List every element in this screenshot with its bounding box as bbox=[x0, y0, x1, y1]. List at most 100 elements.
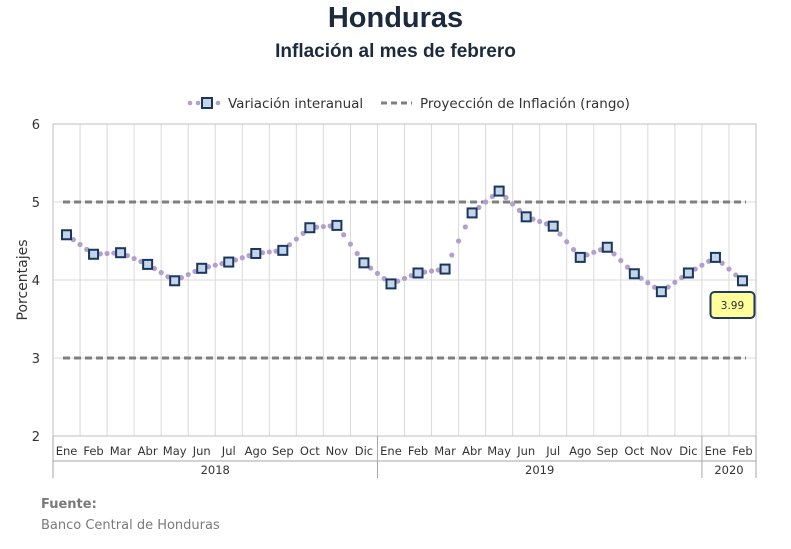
x-tick-label: Ene bbox=[380, 444, 402, 458]
connector-dot bbox=[699, 262, 705, 268]
data-point-marker bbox=[277, 244, 289, 256]
connector-dot bbox=[462, 224, 468, 230]
y-tick-label: 6 bbox=[32, 118, 40, 133]
data-point-marker bbox=[412, 267, 424, 279]
data-point-marker bbox=[331, 219, 343, 231]
connector-dot bbox=[374, 270, 381, 276]
source-text: Banco Central de Honduras bbox=[41, 518, 220, 533]
y-tick-label: 4 bbox=[32, 274, 40, 289]
x-tick-label: Dic bbox=[355, 444, 373, 458]
connector-dot bbox=[341, 232, 347, 238]
x-tick-label: Jun bbox=[192, 444, 211, 458]
legend-label-proyeccion: Proyección de Inflación (rango) bbox=[420, 96, 630, 112]
connector-dot bbox=[185, 271, 191, 278]
data-point-marker bbox=[466, 207, 478, 219]
connector-dot bbox=[645, 280, 651, 286]
data-point-marker bbox=[223, 256, 235, 268]
data-point-marker bbox=[709, 251, 721, 263]
connector-dot bbox=[672, 279, 678, 285]
legend-marker bbox=[201, 97, 213, 109]
connector-dot bbox=[77, 241, 83, 248]
y-axis-label: Porcentajes bbox=[15, 239, 31, 320]
connector-dot bbox=[401, 275, 408, 282]
data-point-marker bbox=[493, 185, 505, 197]
connector-dot bbox=[455, 238, 462, 244]
data-point-marker bbox=[88, 248, 100, 260]
x-tick-label: Oct bbox=[624, 444, 644, 458]
connector-dot bbox=[564, 239, 570, 245]
x-tick-label: May bbox=[487, 444, 511, 458]
x-tick-label: Ene bbox=[56, 444, 78, 458]
x-tick-label: May bbox=[163, 444, 187, 458]
connector-dot bbox=[537, 218, 543, 225]
connector-dot bbox=[557, 231, 563, 237]
data-point-marker bbox=[250, 247, 262, 259]
y-tick-label: 3 bbox=[32, 352, 40, 367]
data-point-marker bbox=[169, 275, 181, 287]
legend-dot bbox=[187, 100, 193, 106]
connector-dot bbox=[618, 257, 624, 264]
connector-dot bbox=[104, 250, 110, 257]
connector-dot bbox=[212, 262, 218, 268]
data-point-marker bbox=[304, 222, 316, 234]
data-point-marker bbox=[655, 286, 667, 298]
legend-label-variacion: Variación interanual bbox=[228, 96, 363, 112]
data-point-marker bbox=[358, 257, 370, 269]
data-point-marker bbox=[574, 251, 586, 263]
x-tick-label: Jul bbox=[545, 444, 560, 458]
data-point-marker bbox=[520, 211, 532, 223]
chart-title: Honduras bbox=[327, 2, 464, 34]
connector-dot bbox=[726, 266, 732, 272]
x-tick-label: Abr bbox=[462, 444, 482, 458]
connector-dot bbox=[347, 241, 354, 247]
year-group-label: 2018 bbox=[201, 463, 230, 477]
data-point-marker bbox=[439, 263, 451, 275]
x-tick-label: Dic bbox=[679, 444, 697, 458]
x-tick-label: Nov bbox=[650, 444, 673, 458]
x-tick-label: Sep bbox=[596, 444, 618, 458]
x-tick-label: Mar bbox=[110, 444, 132, 458]
data-point-marker bbox=[142, 258, 154, 270]
data-point-marker bbox=[115, 247, 127, 259]
connector-dot bbox=[266, 249, 272, 255]
connector-dot bbox=[354, 250, 360, 257]
connector-dot bbox=[239, 255, 245, 261]
data-point-marker bbox=[547, 220, 559, 232]
legend-item-proyeccion: Proyección de Inflación (rango) bbox=[381, 96, 630, 112]
value-callout-box bbox=[709, 291, 756, 319]
connector-dot bbox=[510, 201, 516, 207]
legend-item-variacion: Variación interanual bbox=[187, 96, 363, 112]
connector-dot bbox=[293, 236, 299, 242]
plot-area-border bbox=[52, 123, 757, 437]
data-point-marker bbox=[61, 229, 73, 241]
data-point-marker bbox=[628, 268, 640, 280]
legend-dot bbox=[195, 100, 201, 106]
x-tick-label: Feb bbox=[83, 444, 103, 458]
x-tick-label: Ago bbox=[245, 444, 267, 458]
connector-dot bbox=[158, 269, 164, 276]
connector-dot bbox=[131, 255, 137, 262]
data-point-marker bbox=[736, 275, 748, 287]
x-tick-label: Abr bbox=[138, 444, 158, 458]
x-tick-label: Oct bbox=[300, 444, 320, 458]
source-heading: Fuente: bbox=[41, 497, 97, 512]
x-tick-label: Feb bbox=[732, 444, 752, 458]
chart-subtitle: Inflación al mes de febrero bbox=[275, 41, 516, 62]
connector-dot bbox=[570, 246, 577, 253]
x-tick-label: Ene bbox=[705, 444, 727, 458]
connector-dot bbox=[483, 199, 489, 205]
y-tick-label: 5 bbox=[32, 196, 40, 211]
year-group-label: 2019 bbox=[525, 463, 554, 477]
x-tick-label: Feb bbox=[408, 444, 428, 458]
x-tick-label: Ago bbox=[569, 444, 591, 458]
legend-dot bbox=[215, 100, 221, 106]
connector-dot bbox=[591, 249, 597, 255]
data-point-marker bbox=[385, 278, 397, 290]
data-point-marker bbox=[196, 262, 208, 274]
x-tick-label: Jun bbox=[516, 444, 535, 458]
y-tick-label: 2 bbox=[32, 430, 40, 445]
connector-dot bbox=[449, 252, 455, 258]
x-tick-label: Nov bbox=[326, 444, 349, 458]
value-callout-label: 3.99 bbox=[721, 300, 744, 312]
